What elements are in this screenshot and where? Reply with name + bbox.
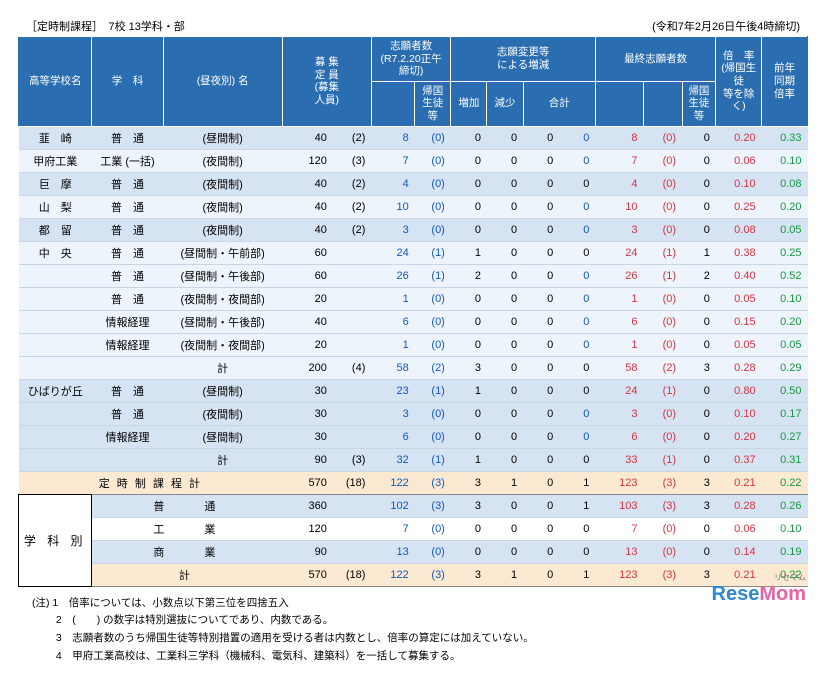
table-row: 巨 摩普 通(夜間制)40(2)4(0)00004(0)00.100.08 xyxy=(19,172,808,195)
h-prev: 前年同期倍率 xyxy=(762,37,808,127)
h-gokei: 合計 xyxy=(523,81,595,126)
logo-b: Mom xyxy=(759,583,806,605)
table-row: 韮 崎普 通(昼間制)40(2)8(0)00008(0)00.200.33 xyxy=(19,126,808,149)
table-row: 中 央普 通(昼間制・午前部)6024(1)100024(1)10.380.25 xyxy=(19,241,808,264)
h-kikoku2: 帰国生徒等 xyxy=(682,81,716,126)
h-shigan: 志願者数(R7.2.20正午締切) xyxy=(371,37,450,82)
h-zou: 増加 xyxy=(451,81,487,126)
admissions-table: 高等学校名 学 科 (昼夜別) 名 募 集定 員(募集人員) 志願者数(R7.2… xyxy=(18,36,808,587)
h-kikoku: 帰国生徒等 xyxy=(415,81,451,126)
h-henkou: 志願変更等による増減 xyxy=(451,37,596,82)
caption-right: (令和7年2月26日午後4時締切) xyxy=(652,18,800,34)
logo-a: Rese xyxy=(712,583,760,605)
table-row: 甲府工業工業 (一括)(夜間制)120(3)7(0)00007(0)00.060… xyxy=(19,149,808,172)
table-row: 計200(4)58(2)300058(2)30.280.29 xyxy=(19,356,808,379)
h-dept: 学 科 xyxy=(92,37,163,127)
logo-sub: リセマム xyxy=(712,572,806,583)
table-row: 普 通(昼間制・午後部)6026(1)200026(1)20.400.52 xyxy=(19,264,808,287)
dept-row: 計570(18)122(3)3101123(3)30.210.22 xyxy=(19,563,808,586)
table-row: 定 時 制 課 程 計570(18)122(3)3101123(3)30.210… xyxy=(19,471,808,494)
table-row: 普 通(夜間制)303(0)00003(0)00.100.17 xyxy=(19,402,808,425)
h-bosyu: 募 集定 員(募集人員) xyxy=(282,37,371,127)
table-row: 山 梨普 通(夜間制)40(2)10(0)000010(0)00.250.20 xyxy=(19,195,808,218)
dept-row: 工 業1207(0)00007(0)00.060.10 xyxy=(19,517,808,540)
h-blank2 xyxy=(595,81,643,126)
table-body-main: 韮 崎普 通(昼間制)40(2)8(0)00008(0)00.200.33甲府工… xyxy=(19,126,808,494)
notes: (注) 1 倍率については、小数点以下第三位を四捨五入 2 ( ) の数字は特別… xyxy=(32,595,798,666)
h-ratio: 倍 率(帰国生徒等を除く) xyxy=(716,37,762,127)
table-row: 計90(3)32(1)100033(1)00.370.31 xyxy=(19,448,808,471)
table-body-dept: 学 科 別普 通360102(3)3001103(3)30.280.26工 業1… xyxy=(19,494,808,586)
table-row: 普 通(夜間制・夜間部)201(0)00001(0)00.050.10 xyxy=(19,287,808,310)
dept-group-label: 学 科 別 xyxy=(19,494,92,586)
h-blank xyxy=(371,81,414,126)
dept-row: 学 科 別普 通360102(3)3001103(3)30.280.26 xyxy=(19,494,808,517)
h-gen: 減少 xyxy=(487,81,523,126)
table-row: 都 留普 通(夜間制)40(2)3(0)00003(0)00.080.05 xyxy=(19,218,808,241)
caption-left: ［定時制課程］ 7校 13学科・部 xyxy=(26,18,185,34)
table-row: 情報経理(昼間制)306(0)00006(0)00.200.27 xyxy=(19,425,808,448)
table-row: 情報経理(昼間制・午後部)406(0)00006(0)00.150.20 xyxy=(19,310,808,333)
table-head: 高等学校名 学 科 (昼夜別) 名 募 集定 員(募集人員) 志願者数(R7.2… xyxy=(19,37,808,127)
logo: リセマム ReseMom xyxy=(712,572,806,606)
dept-row: 商 業9013(0)000013(0)00.140.19 xyxy=(19,540,808,563)
h-blank3 xyxy=(644,81,683,126)
table-row: 情報経理(夜間制・夜間部)201(0)00001(0)00.050.05 xyxy=(19,333,808,356)
h-school: 高等学校名 xyxy=(19,37,92,127)
h-daynight: (昼夜別) 名 xyxy=(163,37,282,127)
h-saishu: 最終志願者数 xyxy=(595,37,715,82)
table-row: ひばりが丘普 通(昼間制)3023(1)100024(1)00.800.50 xyxy=(19,379,808,402)
